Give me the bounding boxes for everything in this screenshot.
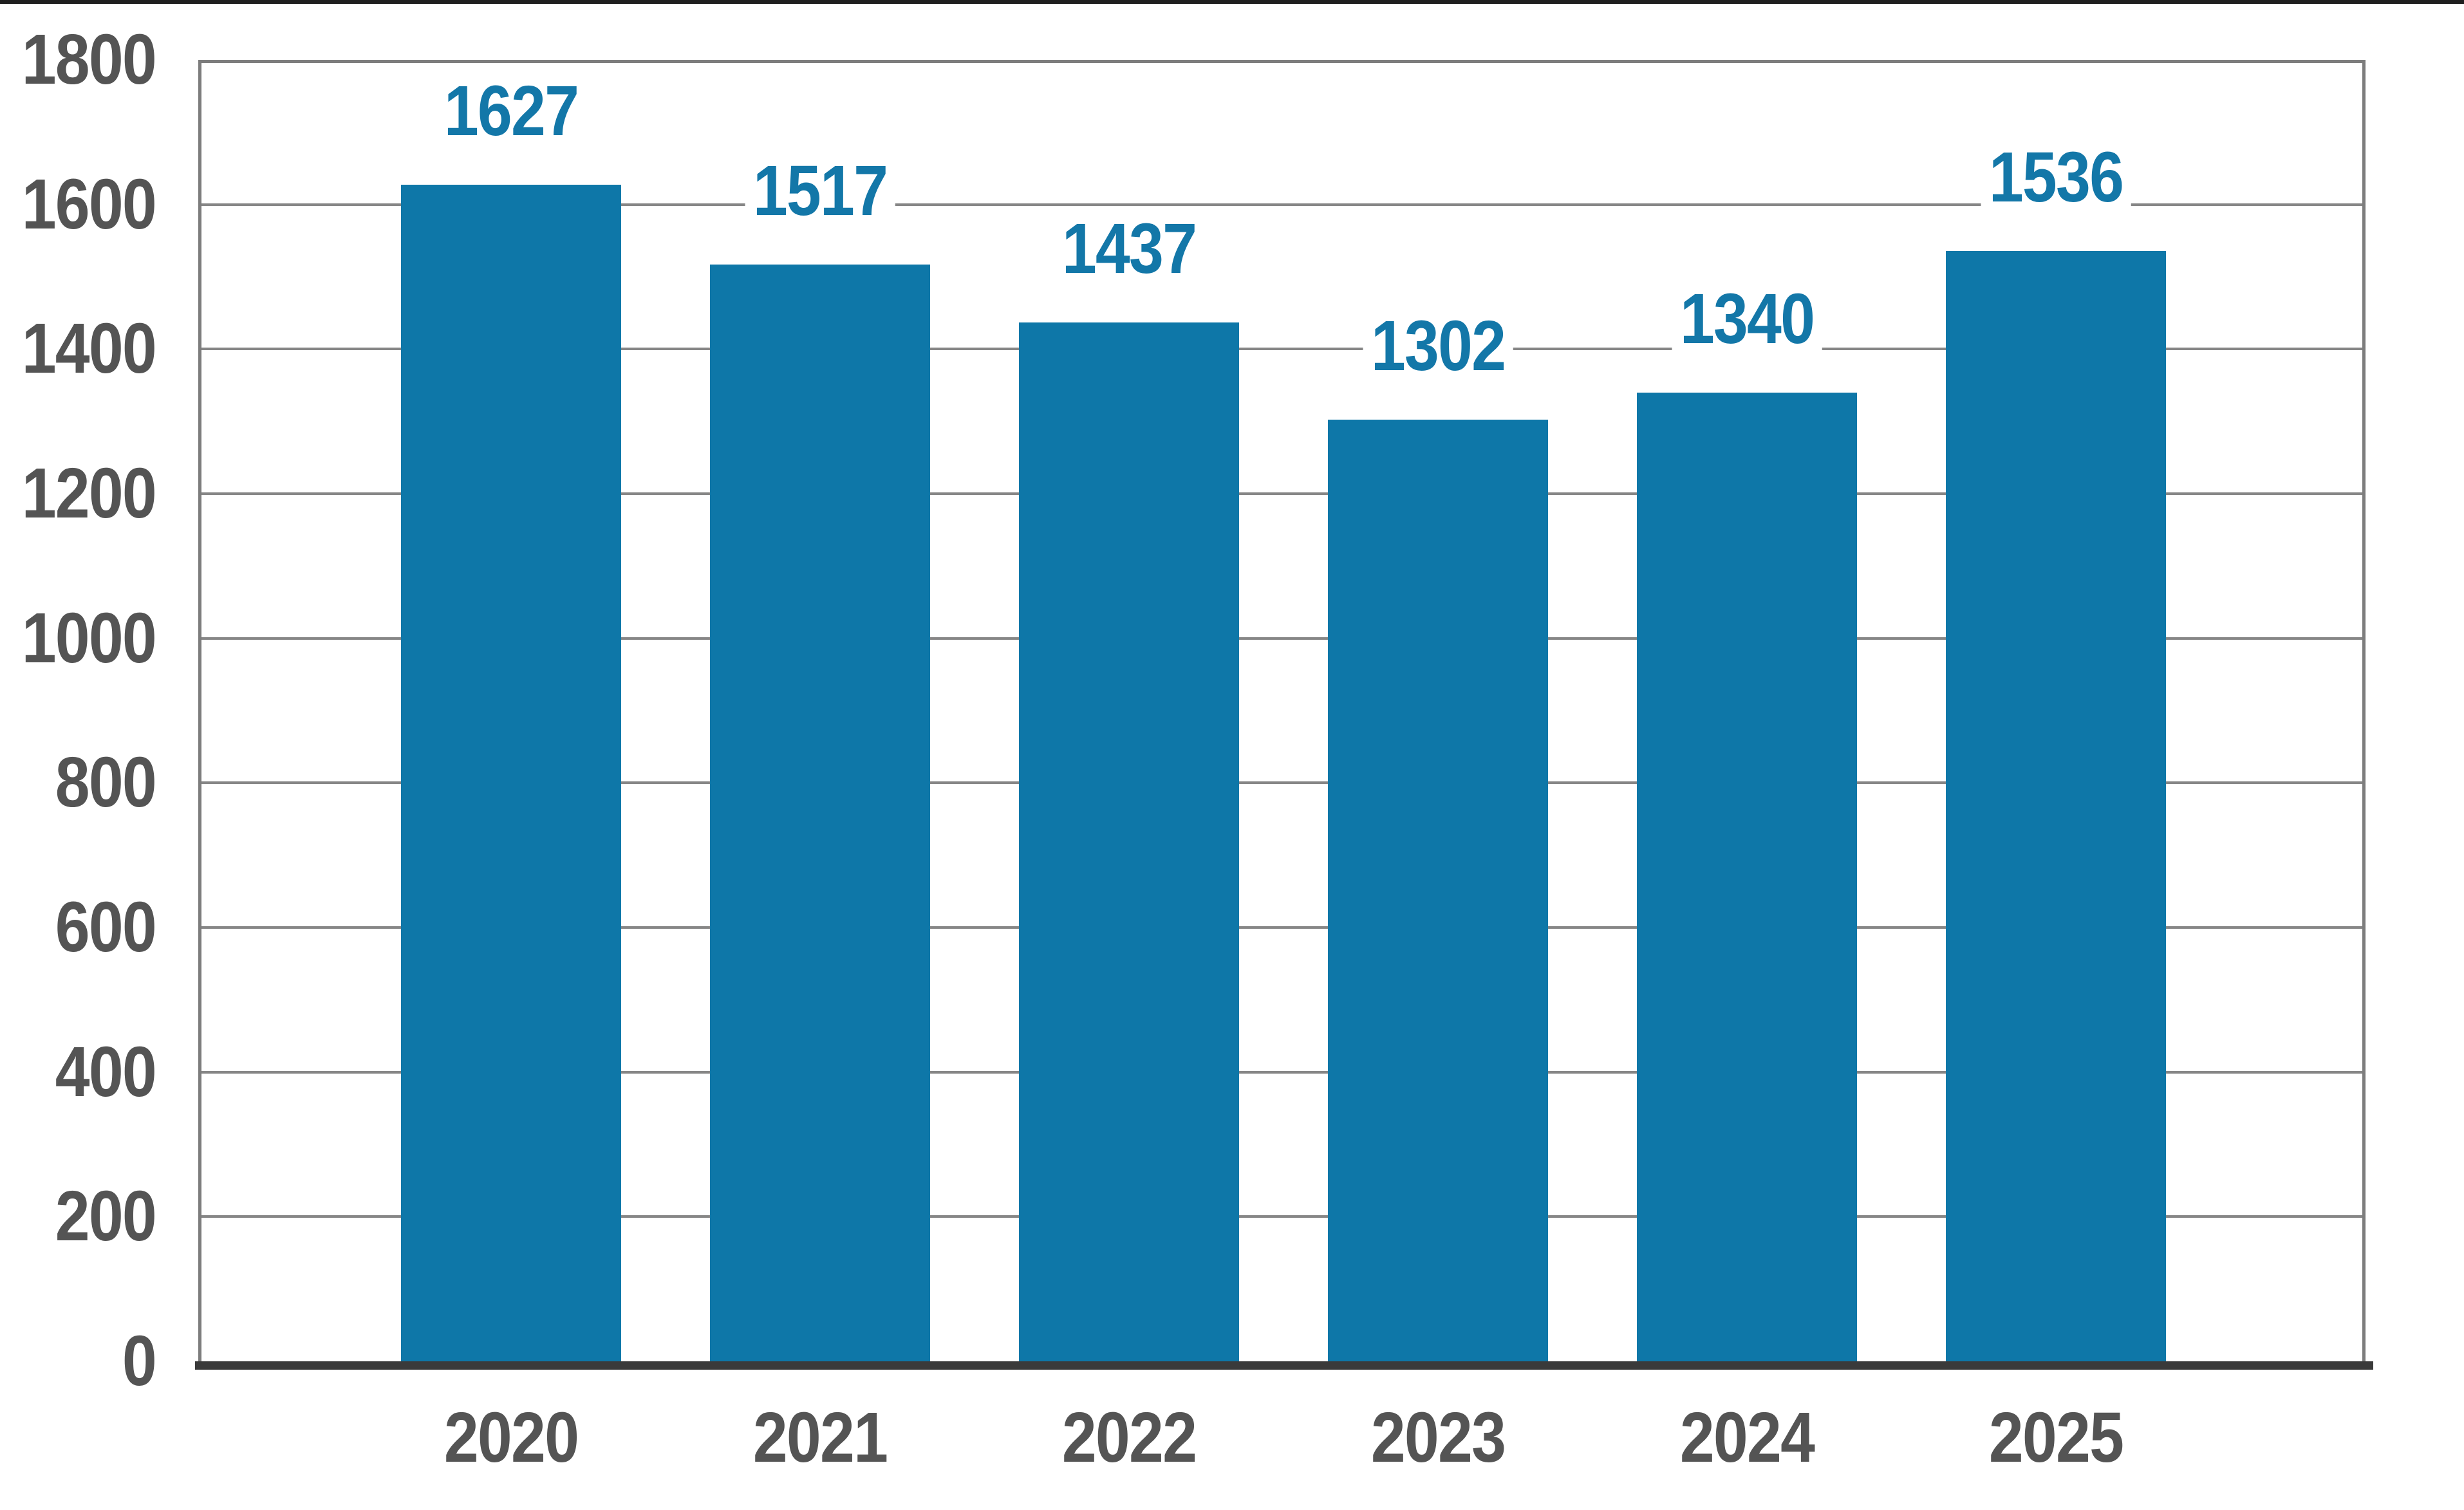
x-tick-label: 2024 [1679,1398,1815,1477]
y-tick-label: 0 [122,1321,157,1401]
gridline [201,492,2362,495]
y-tick-label: 1800 [21,20,157,99]
plot-border-left [198,60,201,1361]
bar [1637,393,1857,1361]
x-tick-label: 2025 [1988,1398,2124,1477]
gridline [201,781,2362,785]
bar-value-label: 1302 [1363,310,1513,382]
bar [1946,251,2166,1361]
y-tick-label: 200 [55,1177,157,1256]
x-tick-label: 2020 [443,1398,579,1477]
x-tick-label: 2021 [752,1398,888,1477]
bar-value-label: 1437 [1054,213,1204,285]
bar-value-label: 1627 [436,75,586,147]
bar [401,185,621,1361]
bar [1019,322,1239,1361]
y-tick-label: 400 [55,1032,157,1112]
y-axis: 0 200 400 600 800 1000 1200 1400 1600 1800 [0,0,157,1510]
x-tick-label: 2022 [1061,1398,1197,1477]
bar [1328,420,1548,1361]
y-tick-label: 800 [55,743,157,823]
gridline [201,348,2362,351]
bar-value-label: 1517 [745,155,895,227]
gridline [201,1070,2362,1074]
x-axis-line [195,1361,2373,1370]
plot-area: 1627 1517 1437 1302 1340 1536 [198,60,2366,1361]
gridline [201,637,2362,640]
y-tick-label: 600 [55,888,157,967]
x-tick-label: 2023 [1370,1398,1506,1477]
y-tick-label: 1200 [21,454,157,533]
x-axis: 2020 2021 2022 2023 2024 2025 [201,1402,2362,1505]
gridline [201,1215,2362,1218]
y-tick-label: 1000 [21,598,157,678]
gridline [201,926,2362,929]
bar [710,265,930,1361]
plot-border-right [2362,60,2366,1361]
top-rule [0,0,2464,4]
y-tick-label: 1400 [21,309,157,389]
gridline [201,203,2362,206]
bar-value-label: 1536 [1981,142,2131,214]
plot-border-top [201,60,2362,63]
y-tick-label: 1600 [21,164,157,244]
bar-value-label: 1340 [1672,283,1822,355]
